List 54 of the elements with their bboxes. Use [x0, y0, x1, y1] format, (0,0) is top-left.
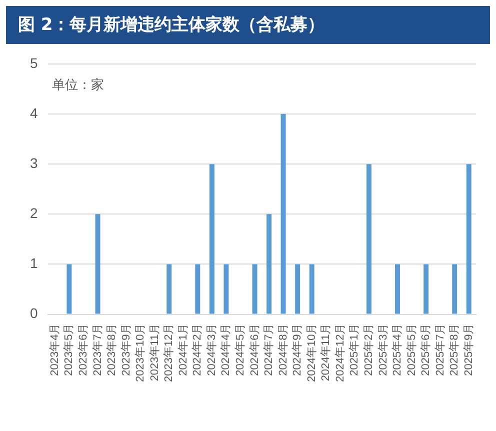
x-tick-label: 2023年11月 — [148, 323, 161, 382]
y-tick-label: 0 — [30, 305, 38, 322]
y-tick-label: 3 — [30, 154, 38, 171]
x-tick-label: 2025年6月 — [420, 323, 432, 376]
x-tick-label: 2024年11月 — [320, 323, 332, 382]
bar — [424, 264, 429, 314]
bar — [66, 264, 72, 314]
x-tick-label: 2023年8月 — [106, 323, 118, 376]
bar — [266, 214, 272, 314]
x-tick-label: 2023年5月 — [63, 323, 76, 376]
chart-title: 图 2：每月新增违约主体家数（含私募） — [6, 6, 490, 44]
bar — [394, 264, 400, 314]
x-tick-label: 2023年4月 — [48, 323, 61, 376]
bar — [224, 264, 229, 314]
bar — [195, 264, 200, 314]
y-tick-label: 2 — [30, 205, 38, 222]
x-tick-label: 2025年5月 — [406, 323, 418, 376]
x-tick-label: 2024年8月 — [277, 323, 290, 376]
x-tick-label: 2025年9月 — [462, 323, 475, 376]
x-tick-label: 2023年9月 — [120, 323, 132, 376]
bar — [466, 164, 472, 314]
bar — [166, 264, 172, 314]
x-tick-label: 2025年3月 — [377, 323, 390, 376]
bar — [366, 164, 372, 314]
x-tick-label: 2024年10月 — [306, 323, 318, 382]
x-tick-label: 2024年1月 — [177, 323, 190, 376]
bar — [252, 264, 258, 314]
y-tick-label: 4 — [30, 104, 38, 121]
x-tick-label: 2025年4月 — [392, 323, 404, 376]
bar — [309, 264, 314, 314]
x-tick-label: 2025年2月 — [362, 323, 375, 376]
x-tick-label: 2024年7月 — [263, 323, 276, 376]
bar — [295, 264, 300, 314]
x-tick-label: 2025年8月 — [448, 323, 461, 376]
x-tick-label: 2025年7月 — [434, 323, 446, 376]
annotation: 单位：家 — [52, 77, 104, 94]
x-tick-label: 2024年5月 — [234, 323, 247, 376]
x-tick-label: 2024年3月 — [206, 323, 218, 376]
bar — [209, 164, 214, 314]
bar — [280, 114, 286, 314]
bar — [452, 264, 458, 314]
x-tick-label: 2024年4月 — [220, 323, 232, 376]
x-tick-label: 2023年7月 — [92, 323, 104, 376]
y-tick-label: 1 — [30, 255, 38, 272]
x-tick-label: 2023年6月 — [78, 323, 90, 376]
x-tick-label: 2025年1月 — [348, 323, 361, 376]
bar — [95, 214, 100, 314]
x-tick-label: 2024年2月 — [192, 323, 204, 376]
x-tick-label: 2023年12月 — [163, 323, 176, 382]
x-tick-label: 2024年9月 — [292, 323, 304, 376]
x-tick-label: 2024年12月 — [334, 323, 346, 382]
y-tick-label: 5 — [30, 54, 38, 71]
x-tick-label: 2024年6月 — [248, 323, 261, 376]
x-tick-label: 2023年10月 — [134, 323, 147, 382]
